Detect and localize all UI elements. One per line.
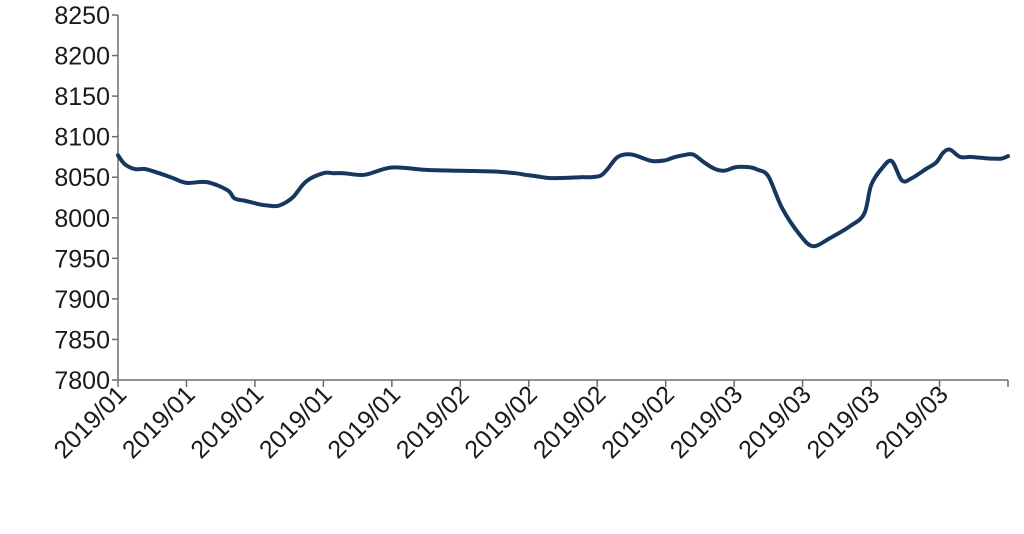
x-tick-label: 2019/01 [117, 380, 201, 464]
y-tick-label: 8150 [54, 83, 110, 111]
x-tick-label: 2019/02 [459, 380, 543, 464]
y-tick-label: 8200 [54, 43, 110, 71]
x-tick-label: 2019/01 [322, 380, 406, 464]
x-tick-label: 2019/01 [254, 380, 338, 464]
x-tick-label: 2019/03 [802, 380, 886, 464]
y-tick-label: 8250 [54, 2, 110, 30]
y-tick-label: 7850 [54, 326, 110, 354]
y-tick-label: 8100 [54, 124, 110, 152]
x-tick-label: 2019/01 [185, 380, 269, 464]
x-tick-label: 2019/03 [665, 380, 749, 464]
y-tick-label: 7900 [54, 286, 110, 314]
plot-area [116, 147, 1010, 249]
x-axis: 2019/012019/012019/012019/012019/012019/… [49, 379, 1009, 464]
y-tick-label: 8000 [54, 205, 110, 233]
x-tick-label: 2019/02 [596, 380, 680, 464]
y-tick-label: 7950 [54, 245, 110, 273]
x-tick-label: 2019/02 [391, 380, 475, 464]
x-tick-label: 2019/03 [733, 380, 817, 464]
series-line-1 [116, 147, 1010, 249]
y-tick-label: 8050 [54, 164, 110, 192]
y-axis: 7800 7850 7900 7950 8000 8050 8100 8150 8200 8250 [54, 2, 119, 395]
x-tick-label: 2019/02 [528, 380, 612, 464]
x-tick-label: 2019/03 [870, 380, 954, 464]
y-tick-label: 7800 [54, 367, 110, 395]
